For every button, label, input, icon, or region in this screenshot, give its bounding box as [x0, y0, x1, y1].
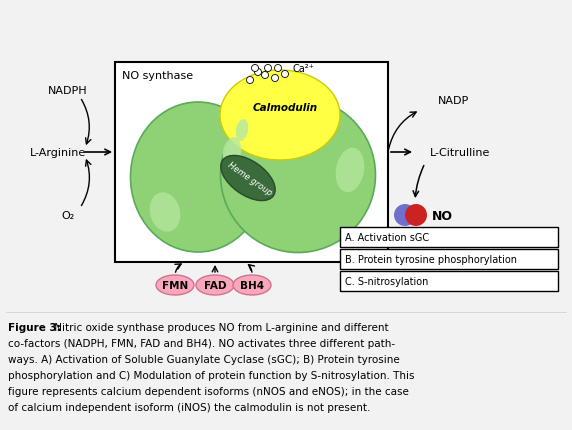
- Circle shape: [281, 71, 288, 78]
- Circle shape: [394, 205, 416, 227]
- Circle shape: [275, 65, 281, 72]
- Text: L-Arginine: L-Arginine: [30, 147, 86, 158]
- Text: NADP: NADP: [438, 96, 469, 106]
- Text: B. Protein tyrosine phosphorylation: B. Protein tyrosine phosphorylation: [345, 255, 517, 264]
- Ellipse shape: [196, 275, 234, 295]
- Bar: [115, 63, 388, 262]
- Ellipse shape: [336, 148, 364, 193]
- Text: BH4: BH4: [240, 280, 264, 290]
- Text: C. S-nitrosylation: C. S-nitrosylation: [345, 276, 428, 286]
- Text: of calcium independent isoform (iNOS) the calmodulin is not present.: of calcium independent isoform (iNOS) th…: [8, 402, 371, 412]
- Circle shape: [272, 75, 279, 82]
- Text: co-factors (NADPH, FMN, FAD and BH4). NO activates three different path-: co-factors (NADPH, FMN, FAD and BH4). NO…: [8, 338, 395, 348]
- Text: Figure 3:: Figure 3:: [8, 322, 61, 332]
- Text: NO synthase: NO synthase: [122, 71, 193, 81]
- Text: figure represents calcium dependent isoforms (nNOS and eNOS); in the case: figure represents calcium dependent isof…: [8, 386, 409, 396]
- Text: Ca²⁺: Ca²⁺: [292, 64, 314, 74]
- Circle shape: [264, 65, 272, 72]
- Bar: [340, 249, 558, 269]
- Ellipse shape: [233, 275, 271, 295]
- Circle shape: [252, 65, 259, 72]
- Text: ways. A) Activation of Soluble Guanylate Cyclase (sGC); B) Protein tyrosine: ways. A) Activation of Soluble Guanylate…: [8, 354, 400, 364]
- Text: NADPH: NADPH: [48, 86, 88, 96]
- Ellipse shape: [221, 156, 275, 201]
- Ellipse shape: [130, 103, 265, 252]
- Text: L-Citrulline: L-Citrulline: [430, 147, 490, 158]
- Circle shape: [405, 205, 427, 227]
- Bar: [340, 271, 558, 291]
- Circle shape: [247, 77, 253, 84]
- Text: FAD: FAD: [204, 280, 227, 290]
- Text: phosphorylation and C) Modulation of protein function by S-nitrosylation. This: phosphorylation and C) Modulation of pro…: [8, 370, 415, 380]
- Ellipse shape: [220, 71, 340, 161]
- Ellipse shape: [223, 138, 241, 167]
- Text: FMN: FMN: [162, 280, 188, 290]
- Circle shape: [255, 69, 261, 76]
- Circle shape: [261, 72, 268, 79]
- Text: A. Activation sGC: A. Activation sGC: [345, 233, 429, 243]
- Bar: [340, 227, 558, 247]
- Text: Calmodulin: Calmodulin: [252, 103, 317, 113]
- Ellipse shape: [156, 275, 194, 295]
- Text: Nitric oxide synthase produces NO from L-arginine and different: Nitric oxide synthase produces NO from L…: [51, 322, 389, 332]
- Ellipse shape: [150, 193, 180, 232]
- Text: NO: NO: [432, 209, 453, 222]
- Ellipse shape: [236, 120, 248, 141]
- Ellipse shape: [220, 98, 375, 253]
- Text: Heme group: Heme group: [226, 160, 274, 197]
- Text: O₂: O₂: [61, 211, 74, 221]
